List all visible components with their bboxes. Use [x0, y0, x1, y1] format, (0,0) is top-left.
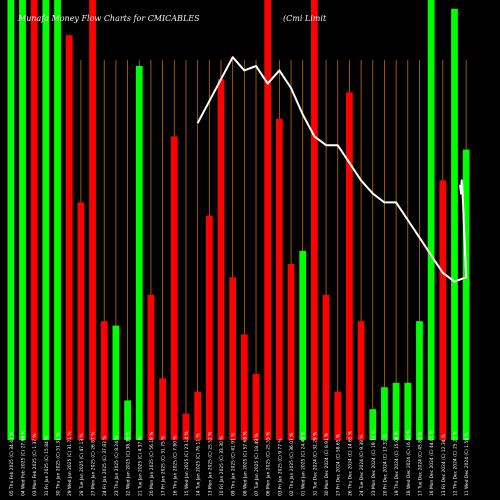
- x-tick-label: 08 Wed Jan 2025 (C) 57.68 %: [242, 431, 248, 496]
- bar-up: [381, 387, 388, 440]
- x-tick-label: 18 Wed Dec 2024 (C) 16.42 %: [406, 430, 412, 496]
- bar-down: [275, 118, 283, 441]
- x-tick-label: 16 Thu Jan 2025 (C) 7.80 %: [172, 435, 178, 496]
- x-tick-label: 27 Mon Jan 2025 (C) 26.87 %: [91, 432, 97, 496]
- x-tick-label: 07 Tue Jan 2025 (C) 18.49 %: [254, 433, 260, 496]
- x-tick-label: 24 Fri Jan 2025 (C) 37.83 %: [102, 436, 108, 496]
- x-tick-label: 16 Mon Dec 2024 (C) 44.05 %: [429, 430, 435, 496]
- bar-up: [19, 0, 26, 440]
- x-tick-label: 03 Mon Feb 2025 (C) 1.37 %: [32, 433, 38, 496]
- x-tick-label: 24 Tue Dec 2024 (C) 9.38 %: [359, 434, 365, 496]
- x-tick-label: 13 Fri Dec 2024 (C) 12.34 %: [441, 434, 447, 496]
- chart-subtitle: (Cmi Limit: [283, 14, 327, 23]
- bar-up: [427, 0, 435, 440]
- x-tick-label: 14 Tue Jan 2025 (C) 76.11 %: [196, 433, 202, 496]
- bar-down: [229, 277, 237, 440]
- bar-down: [240, 334, 248, 440]
- x-tick-label: 22 Wed Jan 2025 (C) 38.39 %: [126, 431, 132, 496]
- bar-up: [462, 149, 470, 440]
- bar-down: [170, 136, 178, 440]
- x-tick-label: 12 Thu Dec 2024 (C) 25.21 %: [452, 431, 458, 496]
- bar-up: [112, 325, 120, 440]
- x-tick-label: 20 Mon Jan 2025 (C) 56.19 %: [149, 432, 155, 496]
- x-tick-label: 03 Fri Jan 2025 (C) 9.77 %: [277, 438, 283, 496]
- x-tick-label: 23 Thu Jan 2025 (C) 8.24 %: [114, 435, 120, 496]
- x-tick-label: 10 Fri Jan 2025 (C) 33.30 %: [219, 436, 225, 496]
- bar-down: [100, 321, 108, 440]
- bar-down: [346, 92, 353, 441]
- x-tick-label: 30 Mon Dec 2024 (C) 8.91 %: [324, 433, 330, 496]
- bar-down: [89, 0, 96, 440]
- x-tick-label: 26 Thu Dec 2024 (C) 14.65 %: [347, 431, 353, 496]
- x-tick-label: 19 Thu Dec 2024 (C) 15.04 %: [394, 431, 400, 496]
- x-tick-label: 27 Fri Dec 2024 (C) 58.65 %: [336, 434, 342, 496]
- x-tick-label: 30 Thu Jan 2025 (C) 51.31 %: [56, 433, 62, 496]
- bar-down: [264, 0, 272, 440]
- x-tick-label: 29 Wed Jan 2025 (C) 31.71 %: [67, 431, 73, 496]
- bar-down: [217, 79, 225, 440]
- bar-up: [299, 250, 307, 440]
- x-tick-label: 09 Thu Jan 2025 (C) 41.91 %: [231, 433, 237, 496]
- x-tick-label: 01 Wed Jan 2025 (C) 24.49 %: [301, 431, 307, 496]
- chart-title: Munafa Money Flow Charts for CMICABLES: [18, 14, 200, 23]
- bar-up: [7, 0, 15, 440]
- x-tick-label: 06 Mon Jan 2025 (C) 25.55 %: [266, 432, 272, 496]
- bar-up: [416, 321, 423, 440]
- bar-down: [65, 35, 73, 440]
- bar-up: [54, 0, 61, 440]
- bar-down: [357, 321, 365, 440]
- bar-up: [451, 8, 458, 441]
- bar-down: [439, 180, 447, 440]
- x-tick-label: 17 Fri Jan 2025 (C) 31.75 %: [161, 436, 167, 496]
- x-tick-label: 31 Tue Dec 2024 (C) 32.29 %: [312, 432, 318, 496]
- bar-down: [194, 391, 202, 440]
- bar-up: [392, 382, 400, 440]
- money-flow-line: [196, 56, 468, 283]
- bar-down: [322, 294, 330, 440]
- x-tick-label: 31 Fri Jan 2025 (C) 15.84 %: [44, 436, 50, 496]
- x-tick-label: 13 Mon Jan 2025 (C) 25.52 %: [207, 432, 213, 496]
- x-tick-label: 04 Wed Feb 2025 (C) 27.66 %: [21, 430, 27, 496]
- bar-up: [124, 400, 131, 440]
- bar-up: [369, 409, 377, 440]
- bar-up: [42, 0, 50, 440]
- bar-down: [311, 0, 318, 440]
- bar-up: [135, 66, 143, 440]
- bar-down: [147, 294, 155, 440]
- x-tick-label: 15 Wed Jan 2025 (C) 23.14 %: [184, 431, 190, 496]
- bar-down: [334, 391, 342, 440]
- bar-down: [287, 264, 295, 440]
- x-tick-label: 23 Mon Dec 2024 (C) 19.74 %: [371, 430, 377, 496]
- bar-up: [404, 382, 412, 440]
- bar-down: [159, 378, 166, 440]
- bar-down: [30, 0, 38, 440]
- x-tick-label: 21 Tue Jan 2025 (C) 4.37 %: [137, 436, 143, 496]
- x-tick-label: 28 Tue Jan 2025 (C) 47.13 %: [79, 433, 85, 496]
- bar-down: [77, 202, 85, 440]
- bar-down: [205, 215, 213, 440]
- bar-down: [252, 374, 260, 440]
- x-tick-label: 17 Tue Dec 2024 (C) 45.83 %: [417, 432, 423, 496]
- bar-down: [182, 413, 190, 440]
- x-tick-label: 11 Wed Dec 2024 (C) 1.58 %: [464, 432, 470, 496]
- x-tick-label: 02 Thu Jan 2025 (C) 36.07 %: [289, 433, 295, 496]
- x-tick-label: 05 Thu Feb 2025 (C) 34.47 %: [9, 432, 15, 496]
- x-tick-label: 20 Fri Dec 2024 (C) 17.31 %: [382, 434, 388, 496]
